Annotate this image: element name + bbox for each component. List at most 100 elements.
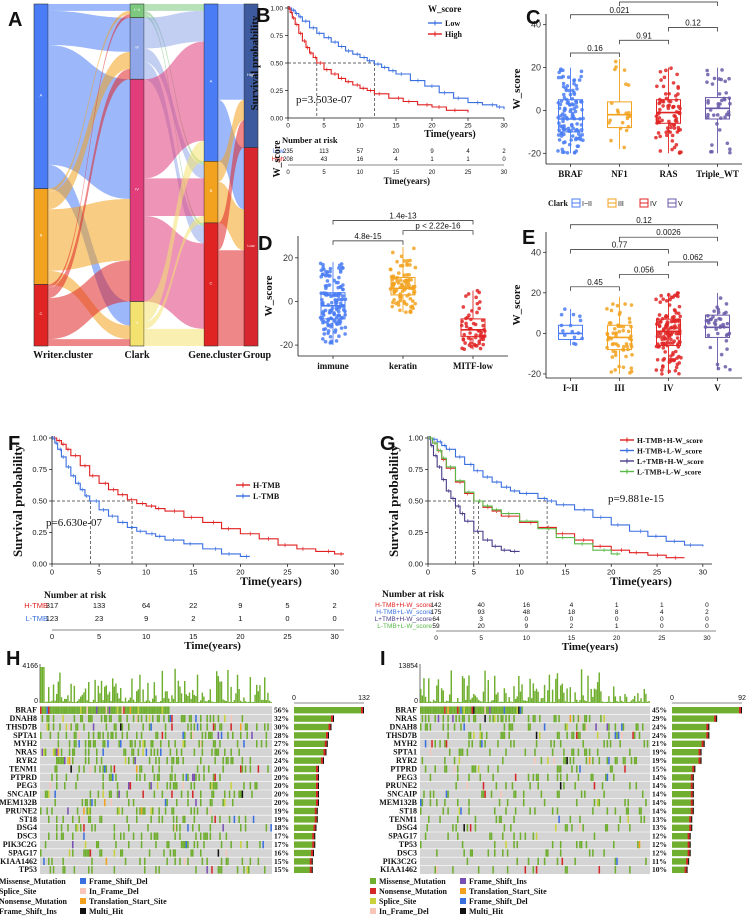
mutation-cell	[447, 714, 449, 723]
mutation-cell	[420, 798, 422, 807]
significance-label: 0.16	[587, 44, 603, 53]
tmb-bar	[505, 693, 507, 703]
mutation-cell	[471, 765, 473, 773]
mutation-cell	[505, 807, 507, 815]
mutation-cell	[182, 714, 184, 723]
mutation-cell	[182, 756, 184, 765]
data-point	[569, 138, 574, 142]
risk-row-label: H-TMB+L-W_score	[376, 609, 432, 616]
mutation-cell	[465, 706, 467, 714]
mutation-cell	[429, 706, 432, 714]
mutation-cell	[455, 824, 457, 832]
risk-count: 8	[615, 609, 619, 616]
mutation-cell	[120, 723, 122, 731]
data-point	[575, 122, 579, 126]
mutation-cell	[182, 740, 184, 748]
data-point	[670, 357, 674, 362]
data-point	[413, 265, 418, 270]
gene-bar-seg	[692, 791, 694, 798]
gene-bar	[672, 799, 694, 806]
tmb-bar	[123, 701, 125, 703]
mutation-cell	[629, 824, 631, 832]
mutation-cell	[70, 706, 72, 714]
mutation-cell	[461, 840, 464, 849]
tmb-bar	[506, 701, 509, 703]
data-point	[576, 128, 581, 133]
mutation-cell	[489, 748, 491, 756]
significance-bracket	[570, 14, 669, 19]
mutation-cell	[484, 740, 486, 748]
data-point	[667, 119, 671, 124]
mutation-cell	[176, 782, 178, 790]
data-point	[464, 316, 468, 321]
mutation-cell	[241, 790, 244, 798]
tmb-bar	[41, 667, 44, 703]
mutation-cell	[182, 840, 184, 849]
mutation-cell	[230, 756, 232, 765]
data-point	[563, 307, 567, 311]
gene-bar-seg	[316, 791, 318, 798]
legend-label: Frame_Shift_Ins	[469, 877, 527, 886]
data-point	[337, 275, 341, 280]
gene-label: DNAH8	[389, 722, 417, 731]
gene-label: DSG4	[17, 823, 37, 832]
mutation-cell	[643, 740, 646, 748]
mutation-cell	[190, 782, 192, 790]
gene-bar	[294, 866, 313, 873]
mutation-cell	[559, 740, 562, 748]
data-point	[658, 149, 663, 153]
mutation-cell	[57, 756, 60, 765]
mutation-cell	[104, 714, 106, 723]
data-point	[618, 126, 623, 131]
mutation-cell	[230, 748, 232, 756]
mutation-cell	[498, 815, 501, 824]
gene-bar	[294, 791, 319, 798]
mutation-cell	[115, 773, 117, 782]
data-point	[390, 277, 394, 282]
mutation-cell	[148, 782, 151, 790]
tmb-bar	[567, 701, 570, 703]
tmb-max-label: 13854	[399, 663, 419, 670]
data-point	[462, 332, 467, 337]
mutation-cell	[547, 756, 549, 765]
mutation-cell	[440, 706, 443, 714]
mutation-cell	[431, 740, 433, 748]
data-point	[391, 284, 395, 289]
data-point	[321, 265, 325, 270]
data-point	[392, 297, 396, 302]
mutation-cell	[572, 731, 575, 740]
mutation-cell	[204, 832, 207, 840]
tmb-bar	[121, 701, 124, 703]
mutation-cell	[569, 756, 572, 765]
mutation-cell	[251, 731, 253, 740]
tmb-bar	[436, 685, 438, 703]
gene-bar-seg	[690, 799, 693, 806]
mutation-cell	[195, 832, 197, 840]
data-point	[716, 366, 721, 371]
legend-label: Translation_Start_Site	[469, 887, 547, 896]
mutation-cell	[224, 798, 226, 807]
mutation-cell	[566, 756, 568, 765]
tmb-bar	[62, 701, 64, 703]
mutation-cell	[424, 765, 427, 773]
gene-label: TP53	[399, 840, 417, 849]
mutation-cell	[579, 731, 581, 740]
data-point	[566, 100, 571, 105]
mutation-cell	[92, 706, 95, 714]
risk-tick-label: 5	[479, 635, 483, 642]
mutation-cell	[447, 790, 449, 798]
data-point	[614, 342, 619, 346]
mutation-cell	[142, 807, 144, 815]
significance-bracket	[332, 240, 404, 245]
tmb-bar	[453, 701, 456, 703]
risk-count: 9	[144, 614, 148, 623]
mutation-cell	[632, 731, 634, 740]
mutation-cell	[84, 798, 87, 807]
mutation-cell	[468, 773, 470, 782]
mutation-cell	[152, 765, 154, 773]
mutation-cell	[140, 840, 143, 849]
mutation-cell	[556, 731, 559, 740]
risk-count: 0	[705, 623, 709, 630]
mutation-cell	[124, 756, 127, 765]
data-point	[664, 314, 668, 318]
